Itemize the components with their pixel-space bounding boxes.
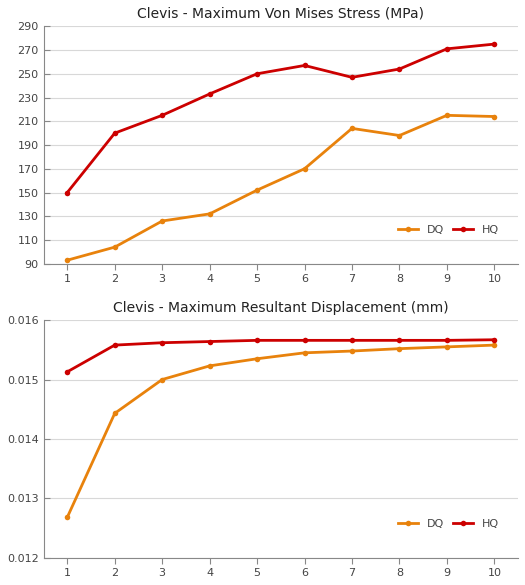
DQ bbox=[64, 514, 70, 521]
HQ bbox=[444, 45, 450, 52]
Line: DQ: DQ bbox=[65, 112, 497, 263]
HQ bbox=[349, 74, 355, 81]
HQ bbox=[301, 62, 308, 69]
HQ bbox=[206, 338, 213, 345]
HQ bbox=[206, 91, 213, 98]
DQ bbox=[112, 410, 118, 417]
Line: DQ: DQ bbox=[65, 342, 497, 520]
DQ bbox=[159, 376, 165, 383]
DQ bbox=[64, 257, 70, 264]
DQ bbox=[444, 112, 450, 119]
HQ bbox=[64, 369, 70, 376]
DQ bbox=[254, 355, 260, 362]
DQ bbox=[396, 132, 403, 139]
HQ bbox=[491, 40, 498, 47]
DQ bbox=[491, 342, 498, 349]
HQ bbox=[444, 337, 450, 344]
DQ bbox=[349, 347, 355, 355]
DQ bbox=[396, 345, 403, 352]
HQ bbox=[112, 342, 118, 349]
DQ bbox=[301, 349, 308, 356]
DQ bbox=[301, 165, 308, 172]
DQ bbox=[349, 125, 355, 132]
Line: HQ: HQ bbox=[65, 42, 497, 195]
Title: Clevis - Maximum Von Mises Stress (MPa): Clevis - Maximum Von Mises Stress (MPa) bbox=[138, 7, 424, 21]
Title: Clevis - Maximum Resultant Displacement (mm): Clevis - Maximum Resultant Displacement … bbox=[113, 301, 449, 315]
HQ bbox=[112, 130, 118, 137]
HQ bbox=[349, 337, 355, 344]
HQ bbox=[396, 337, 403, 344]
DQ bbox=[112, 243, 118, 250]
DQ bbox=[444, 343, 450, 350]
Legend: DQ, HQ: DQ, HQ bbox=[393, 220, 503, 239]
HQ bbox=[254, 337, 260, 344]
DQ bbox=[206, 362, 213, 369]
HQ bbox=[64, 189, 70, 196]
HQ bbox=[396, 66, 403, 73]
HQ bbox=[301, 337, 308, 344]
Legend: DQ, HQ: DQ, HQ bbox=[393, 514, 503, 533]
DQ bbox=[491, 113, 498, 120]
DQ bbox=[159, 218, 165, 225]
DQ bbox=[206, 211, 213, 218]
DQ bbox=[254, 187, 260, 194]
HQ bbox=[159, 112, 165, 119]
HQ bbox=[159, 339, 165, 346]
HQ bbox=[491, 336, 498, 343]
Line: HQ: HQ bbox=[65, 337, 497, 374]
HQ bbox=[254, 70, 260, 77]
